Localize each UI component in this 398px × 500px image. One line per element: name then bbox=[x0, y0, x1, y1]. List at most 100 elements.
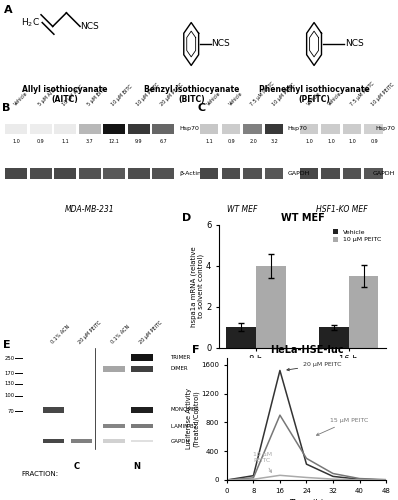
Bar bbox=[343, 124, 361, 134]
Bar bbox=[103, 440, 125, 442]
Text: 1.0: 1.0 bbox=[327, 138, 335, 143]
Text: 20 μM PEITC: 20 μM PEITC bbox=[287, 362, 341, 371]
Bar bbox=[79, 124, 101, 134]
Bar bbox=[30, 168, 52, 178]
Text: 70: 70 bbox=[8, 409, 15, 414]
Text: 10 μM PEITC: 10 μM PEITC bbox=[271, 82, 296, 107]
Title: HeLa-HSE-luc: HeLa-HSE-luc bbox=[270, 346, 343, 356]
Bar bbox=[222, 124, 240, 134]
X-axis label: Time (h): Time (h) bbox=[289, 499, 324, 500]
Text: Vehicle: Vehicle bbox=[306, 91, 322, 107]
Bar bbox=[321, 168, 339, 178]
Text: GAPDH: GAPDH bbox=[170, 438, 190, 444]
Legend: Vehicle, 10 μM PEITC: Vehicle, 10 μM PEITC bbox=[332, 228, 383, 244]
Bar bbox=[300, 168, 318, 178]
Bar bbox=[365, 124, 383, 134]
Bar bbox=[131, 366, 152, 372]
Bar bbox=[319, 327, 349, 347]
Text: 20 μM PEITC: 20 μM PEITC bbox=[160, 82, 185, 107]
Bar bbox=[128, 168, 150, 178]
Text: Phenethyl isothiocyanate
(PEITC): Phenethyl isothiocyanate (PEITC) bbox=[259, 85, 369, 104]
Bar bbox=[243, 124, 262, 134]
Text: 0.9: 0.9 bbox=[228, 138, 235, 143]
Text: C: C bbox=[197, 103, 205, 113]
Text: FRACTION:: FRACTION: bbox=[22, 471, 59, 477]
Text: 1.0: 1.0 bbox=[12, 138, 20, 143]
Y-axis label: Luciferase Activity
(Treated/Control): Luciferase Activity (Treated/Control) bbox=[186, 388, 200, 449]
Text: 10 μM
PEITC: 10 μM PEITC bbox=[254, 452, 273, 472]
Text: GAPDH: GAPDH bbox=[373, 170, 395, 175]
Text: 10 μM PEITC: 10 μM PEITC bbox=[371, 82, 396, 107]
Text: 7.5 μM PEITC: 7.5 μM PEITC bbox=[250, 81, 275, 107]
Bar bbox=[43, 439, 64, 443]
Text: 1.0: 1.0 bbox=[349, 138, 357, 143]
Text: Vehicle: Vehicle bbox=[13, 91, 29, 107]
Text: MONOMER: MONOMER bbox=[170, 408, 199, 412]
Text: Hsp70: Hsp70 bbox=[179, 126, 199, 132]
Text: 0.1% ACN: 0.1% ACN bbox=[111, 324, 131, 344]
Text: 1.1: 1.1 bbox=[206, 138, 214, 143]
Text: LAMIN B2: LAMIN B2 bbox=[170, 424, 197, 428]
Bar bbox=[152, 168, 174, 178]
Text: 10 μM AITC: 10 μM AITC bbox=[62, 84, 85, 107]
Text: 130: 130 bbox=[4, 382, 15, 386]
Bar bbox=[54, 124, 76, 134]
Bar bbox=[54, 168, 76, 178]
Text: N: N bbox=[133, 462, 140, 471]
Bar bbox=[265, 168, 283, 178]
Bar bbox=[152, 124, 174, 134]
Bar bbox=[30, 124, 52, 134]
Bar bbox=[265, 124, 283, 134]
Text: Hsp70: Hsp70 bbox=[288, 126, 308, 132]
Text: 10 μM BITC: 10 μM BITC bbox=[111, 84, 134, 107]
Text: GAPDH: GAPDH bbox=[288, 170, 310, 175]
Text: WT MEF: WT MEF bbox=[227, 205, 258, 214]
Bar bbox=[131, 406, 152, 413]
Bar bbox=[200, 168, 219, 178]
Bar bbox=[226, 327, 256, 347]
Bar bbox=[103, 424, 125, 428]
Bar bbox=[71, 439, 92, 443]
Text: Vehicle: Vehicle bbox=[206, 91, 222, 107]
Text: Vehicle: Vehicle bbox=[328, 91, 343, 107]
Text: 1.0: 1.0 bbox=[305, 138, 313, 143]
Bar bbox=[128, 124, 150, 134]
Text: 7.5 μM PEITC: 7.5 μM PEITC bbox=[349, 81, 375, 107]
Text: 20 μM PEITC: 20 μM PEITC bbox=[78, 320, 103, 344]
Bar bbox=[79, 168, 101, 178]
Text: Benzyl isothiocyanate
(BITC): Benzyl isothiocyanate (BITC) bbox=[144, 85, 239, 104]
Text: Vehicle: Vehicle bbox=[228, 91, 244, 107]
Bar bbox=[131, 440, 152, 442]
Text: B: B bbox=[2, 103, 10, 113]
Text: 15 μM PEITC: 15 μM PEITC bbox=[316, 418, 368, 436]
Bar bbox=[131, 424, 152, 428]
Text: 9.9: 9.9 bbox=[135, 138, 142, 143]
Text: 6.7: 6.7 bbox=[159, 138, 167, 143]
Text: 10 μM PEITC: 10 μM PEITC bbox=[135, 82, 160, 107]
Text: 0.9: 0.9 bbox=[37, 138, 45, 143]
Text: F: F bbox=[192, 345, 199, 355]
Text: 0.1% ACN: 0.1% ACN bbox=[50, 324, 71, 344]
Bar bbox=[5, 168, 27, 178]
Bar bbox=[200, 124, 219, 134]
Bar bbox=[300, 124, 318, 134]
Text: HSF1-KO MEF: HSF1-KO MEF bbox=[316, 205, 368, 214]
Text: 0.9: 0.9 bbox=[371, 138, 378, 143]
Bar bbox=[131, 354, 152, 361]
Text: C: C bbox=[74, 462, 80, 471]
Text: NCS: NCS bbox=[80, 22, 99, 31]
Text: D: D bbox=[182, 213, 191, 223]
Text: 170: 170 bbox=[4, 370, 15, 376]
Text: 250: 250 bbox=[4, 356, 15, 361]
Text: 20 μM PEITC: 20 μM PEITC bbox=[139, 320, 163, 344]
Title: WT MEF: WT MEF bbox=[281, 213, 324, 223]
Text: E: E bbox=[3, 340, 10, 350]
Bar bbox=[321, 124, 339, 134]
Text: H$_2$C: H$_2$C bbox=[21, 16, 40, 29]
Bar bbox=[103, 366, 125, 372]
Text: 3.2: 3.2 bbox=[271, 138, 279, 143]
Bar bbox=[256, 266, 286, 347]
Bar bbox=[103, 124, 125, 134]
Text: 5 μM BITC: 5 μM BITC bbox=[86, 86, 107, 107]
Bar bbox=[365, 168, 383, 178]
